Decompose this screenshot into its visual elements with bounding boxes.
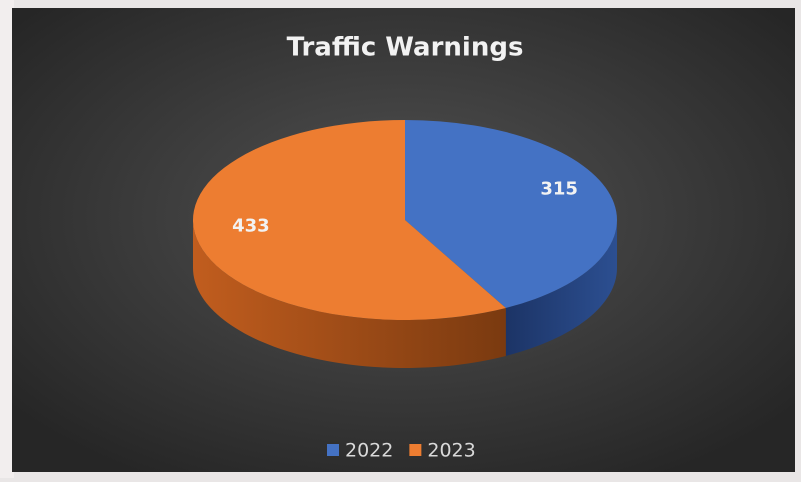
chart-title: Traffic Warnings (287, 33, 524, 63)
legend-swatch (409, 444, 422, 456)
pie-slice (405, 120, 617, 308)
pie-slice (193, 120, 506, 320)
pie-side (505, 220, 617, 356)
data-label: 433 (232, 215, 270, 236)
legend-label: 2023 (427, 440, 475, 462)
background-strip (0, 0, 14, 478)
legend-label: 2022 (345, 440, 393, 462)
pie-side (193, 220, 506, 369)
data-label: 315 (540, 179, 578, 200)
legend-swatch (327, 444, 339, 456)
